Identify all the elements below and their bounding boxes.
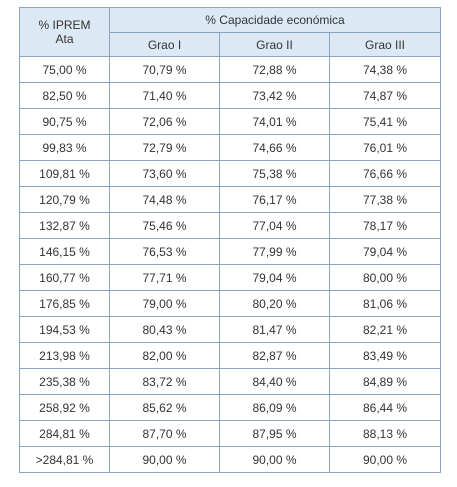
grao-2-cell: 79,04 % <box>219 264 330 291</box>
table-row: 82,50 % 71,40 % 73,42 % 74,87 % <box>19 82 442 109</box>
grao-3-cell: 90,00 % <box>328 446 442 473</box>
grao-1-cell: 83,72 % <box>109 368 220 395</box>
grao-2-cell: 87,95 % <box>219 420 330 447</box>
capacity-group-header: % Capacidade económica <box>108 7 442 33</box>
grao-3-cell: 83,49 % <box>328 342 442 369</box>
grao-1-cell: 77,71 % <box>109 264 220 291</box>
grao-2-cell: 76,17 % <box>219 186 330 213</box>
iprem-cell: 258,92 % <box>19 394 110 421</box>
grao-3-cell: 75,41 % <box>328 108 442 135</box>
grao-2-cell: 80,20 % <box>219 290 330 317</box>
grao-1-cell: 76,53 % <box>109 238 220 265</box>
table-body: 75,00 % 70,79 % 72,88 % 74,38 % 82,50 % 71,40… <box>19 56 442 473</box>
grao-2-cell: 77,04 % <box>219 212 330 239</box>
iprem-cell: 90,75 % <box>19 108 110 135</box>
grao-2-cell: 86,09 % <box>219 394 330 421</box>
iprem-cell: 194,53 % <box>19 316 110 343</box>
grao-1-cell: 74,48 % <box>109 186 220 213</box>
table-header: % IPREM Ata % Capacidade económica Grao … <box>19 7 442 57</box>
iprem-header-label: % IPREM Ata <box>38 18 91 46</box>
table-row: 213,98 % 82,00 % 82,87 % 83,49 % <box>19 342 442 369</box>
grao-1-cell: 71,40 % <box>109 82 220 109</box>
table-row: 160,77 % 77,71 % 79,04 % 80,00 % <box>19 264 442 291</box>
iprem-cell: 213,98 % <box>19 342 110 369</box>
grao-1-cell: 82,00 % <box>109 342 220 369</box>
grao-3-cell: 74,38 % <box>328 56 442 83</box>
grao-1-cell: 85,62 % <box>109 394 220 421</box>
table-row: 109,81 % 73,60 % 75,38 % 76,66 % <box>19 160 442 187</box>
table-row: 176,85 % 79,00 % 80,20 % 81,06 % <box>19 290 442 317</box>
table-row: 194,53 % 80,43 % 81,47 % 82,21 % <box>19 316 442 343</box>
grao-3-cell: 76,66 % <box>328 160 442 187</box>
grao-3-header: Grao III <box>328 32 442 57</box>
table-row: 90,75 % 72,06 % 74,01 % 75,41 % <box>19 108 442 135</box>
grao-1-header: Grao I <box>109 32 220 57</box>
grao-1-cell: 79,00 % <box>109 290 220 317</box>
iprem-cell: 82,50 % <box>19 82 110 109</box>
grao-3-cell: 84,89 % <box>328 368 442 395</box>
iprem-cell: 176,85 % <box>19 290 110 317</box>
iprem-column-header: % IPREM Ata <box>19 7 110 57</box>
grao-1-cell: 72,06 % <box>109 108 220 135</box>
grao-1-cell: 73,60 % <box>109 160 220 187</box>
grao-2-cell: 74,01 % <box>219 108 330 135</box>
grao-1-cell: 90,00 % <box>109 446 220 473</box>
iprem-cell: 284,81 % <box>19 420 110 447</box>
table-row: 99,83 % 72,79 % 74,66 % 76,01 % <box>19 134 442 161</box>
grao-2-cell: 74,66 % <box>219 134 330 161</box>
grao-1-cell: 87,70 % <box>109 420 220 447</box>
grao-3-cell: 82,21 % <box>328 316 442 343</box>
grao-2-cell: 90,00 % <box>219 446 330 473</box>
iprem-cell: 75,00 % <box>19 56 110 83</box>
iprem-cell: 146,15 % <box>19 238 110 265</box>
grao-2-cell: 72,88 % <box>219 56 330 83</box>
table-row: 258,92 % 85,62 % 86,09 % 86,44 % <box>19 394 442 421</box>
iprem-cell: 132,87 % <box>19 212 110 239</box>
grao-2-cell: 84,40 % <box>219 368 330 395</box>
grao-2-cell: 82,87 % <box>219 342 330 369</box>
grao-1-cell: 80,43 % <box>109 316 220 343</box>
table-row: 284,81 % 87,70 % 87,95 % 88,13 % <box>19 420 442 447</box>
grao-2-cell: 73,42 % <box>219 82 330 109</box>
capacity-group-label: % Capacidade económica <box>205 13 345 27</box>
capacity-table: % IPREM Ata % Capacidade económica Grao … <box>19 7 442 473</box>
table-row: 235,38 % 83,72 % 84,40 % 84,89 % <box>19 368 442 395</box>
iprem-cell: 99,83 % <box>19 134 110 161</box>
grao-2-cell: 81,47 % <box>219 316 330 343</box>
grao-2-header: Grao II <box>219 32 330 57</box>
iprem-cell: >284,81 % <box>19 446 110 473</box>
iprem-cell: 109,81 % <box>19 160 110 187</box>
grao-1-cell: 72,79 % <box>109 134 220 161</box>
grao-3-cell: 86,44 % <box>328 394 442 421</box>
iprem-cell: 120,79 % <box>19 186 110 213</box>
grao-3-cell: 81,06 % <box>328 290 442 317</box>
grao-3-cell: 88,13 % <box>328 420 442 447</box>
grao-1-cell: 75,46 % <box>109 212 220 239</box>
grao-3-cell: 79,04 % <box>328 238 442 265</box>
iprem-cell: 160,77 % <box>19 264 110 291</box>
grao-3-cell: 80,00 % <box>328 264 442 291</box>
table-row: 75,00 % 70,79 % 72,88 % 74,38 % <box>19 56 442 83</box>
iprem-cell: 235,38 % <box>19 368 110 395</box>
grao-3-cell: 74,87 % <box>328 82 442 109</box>
grao-1-cell: 70,79 % <box>109 56 220 83</box>
table-row: 146,15 % 76,53 % 77,99 % 79,04 % <box>19 238 442 265</box>
grao-2-cell: 75,38 % <box>219 160 330 187</box>
grao-2-cell: 77,99 % <box>219 238 330 265</box>
table-row: 132,87 % 75,46 % 77,04 % 78,17 % <box>19 212 442 239</box>
table-row: >284,81 % 90,00 % 90,00 % 90,00 % <box>19 446 442 473</box>
table-row: 120,79 % 74,48 % 76,17 % 77,38 % <box>19 186 442 213</box>
grao-3-cell: 78,17 % <box>328 212 442 239</box>
grao-3-cell: 76,01 % <box>328 134 442 161</box>
grao-3-cell: 77,38 % <box>328 186 442 213</box>
